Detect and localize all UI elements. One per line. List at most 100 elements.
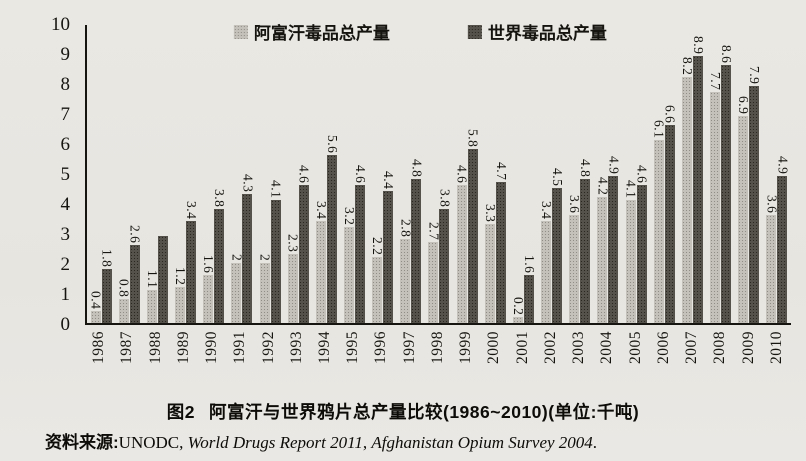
bar-afghanistan: 0.2 — [511, 297, 526, 323]
y-tick-label: 2 — [60, 254, 71, 275]
x-tick-cell: 1989 — [170, 331, 198, 377]
bar-world: 4.5 — [550, 168, 565, 323]
bar-value-label: 4.8 — [578, 158, 594, 177]
y-tick-label: 9 — [60, 44, 71, 65]
figure-number: 图2 — [166, 402, 195, 422]
bar-world — [157, 236, 168, 323]
bar-value-label: 4.4 — [381, 170, 397, 189]
x-tick-cell: 1986 — [85, 331, 113, 377]
bar-world: 4.1 — [269, 180, 284, 323]
source-title-1: World Drugs Report 2011 — [187, 433, 363, 452]
source-prefix: 资料来源: — [45, 433, 119, 452]
bar-value-label: 1.8 — [99, 248, 115, 267]
x-tick-cell: 1988 — [141, 331, 169, 377]
bar-value-label: 4.7 — [493, 161, 509, 180]
bar-world: 4.6 — [353, 165, 368, 323]
year-group: 2 4.3 — [228, 25, 256, 323]
bar-value-label: 3.6 — [764, 194, 780, 213]
bar-value-label: 4.8 — [409, 158, 425, 177]
bar-world: 8.6 — [719, 45, 734, 323]
bar-afghanistan: 3.4 — [539, 201, 554, 323]
y-tick-label: 6 — [60, 134, 71, 155]
bar-world: 4.4 — [381, 171, 396, 323]
bar-value-label: 3.4 — [313, 200, 329, 219]
x-tick-cell: 1995 — [339, 331, 367, 377]
y-tick-label: 10 — [51, 14, 70, 35]
year-group: 2.8 4.8 — [397, 25, 425, 323]
x-tick-label: 2002 — [541, 331, 559, 364]
x-tick-cell: 1994 — [311, 331, 339, 377]
x-tick-label: 2007 — [683, 331, 701, 364]
bar-value-label: 2.7 — [426, 221, 442, 240]
x-tick-label: 1995 — [344, 331, 362, 364]
bar-value-label: 1.1 — [144, 269, 160, 288]
bar-value-label: 2.6 — [127, 224, 143, 243]
figure-caption: 图2 阿富汗与世界鸦片总产量比较(1986~2010)(单位:千吨) — [0, 399, 806, 424]
bar-value-label: 3.6 — [567, 194, 583, 213]
bar-value-label: 4.9 — [606, 155, 622, 174]
x-tick-cell: 1999 — [452, 331, 480, 377]
y-tick-label: 4 — [60, 194, 71, 215]
x-tick-label: 2008 — [711, 331, 729, 364]
legend-label-world: 世界毒品总产量 — [487, 24, 607, 43]
bar-value-label: 8.2 — [679, 56, 695, 75]
y-tick-label: 5 — [60, 164, 71, 185]
bar-value-label: 4.9 — [775, 155, 791, 174]
year-group: 2.7 3.8 — [425, 25, 453, 323]
bar-afghanistan: 0.4 — [89, 291, 104, 323]
x-tick-label: 2001 — [513, 331, 531, 364]
source-separator: , — [362, 433, 372, 452]
legend-item-afghanistan: 阿富汗毒品总产量 — [233, 19, 390, 44]
bar-afghanistan: 3.4 — [314, 201, 329, 323]
y-tick-label: 1 — [60, 284, 71, 305]
year-group: 0.8 2.6 — [115, 25, 143, 323]
x-tick-cell: 2005 — [621, 331, 649, 377]
bar-value-label: 4.6 — [634, 164, 650, 183]
x-tick-label: 2006 — [654, 331, 672, 364]
bar-world: 3.8 — [437, 189, 452, 323]
bar-groups: 0.4 1.8 0.8 2.6 1.1 1.2 3.4 1.6 3.8 2 4.3 2 4.1 2.3 4.… — [87, 25, 791, 323]
bar-value-label: 4.6 — [454, 164, 470, 183]
x-axis-labels: 1986 1987 1988 1989 1990 1991 1992 1993 1994 1995… — [85, 331, 791, 377]
bar-value-label: 4.1 — [268, 179, 284, 198]
x-tick-cell: 2009 — [734, 331, 762, 377]
bar-afghanistan: 6.1 — [652, 120, 667, 323]
bar-afghanistan: 4.2 — [595, 177, 610, 323]
source-org: UNODC, — [118, 433, 188, 452]
x-tick-label: 1998 — [428, 331, 446, 364]
x-tick-label: 1994 — [315, 331, 333, 364]
year-group: 1.2 3.4 — [171, 25, 199, 323]
x-tick-cell: 2010 — [763, 331, 791, 377]
bar-world: 4.3 — [240, 174, 255, 323]
x-tick-cell: 2008 — [706, 331, 734, 377]
x-tick-label: 1990 — [203, 331, 221, 364]
x-tick-cell: 1987 — [113, 331, 141, 377]
bar-afghanistan: 2.3 — [286, 234, 301, 323]
legend-item-world: 世界毒品总产量 — [467, 19, 607, 44]
bar-value-label: 2 — [257, 253, 273, 261]
year-group: 6.1 6.6 — [650, 25, 678, 323]
bar-afghanistan: 4.6 — [455, 165, 470, 323]
bar-world: 5.8 — [466, 129, 481, 323]
bar-afghanistan: 1.6 — [201, 255, 216, 323]
bar-afghanistan: 3.6 — [567, 195, 582, 323]
bar-world: 1.6 — [522, 255, 537, 323]
x-tick-label: 2004 — [598, 331, 616, 364]
bar-value-label: 1.6 — [521, 254, 537, 273]
x-tick-label: 1988 — [146, 331, 164, 364]
bar-value-label: 5.6 — [324, 134, 340, 153]
bar-value-label: 5.8 — [465, 128, 481, 147]
opium-production-bar-chart: 0 1 2 3 4 5 6 7 8 9 10 阿富汗毒品总产量 世界毒品总产量 0.4 1.8 0.8 2… — [51, 14, 791, 377]
bar-value-label: 4.1 — [623, 179, 639, 198]
x-tick-label: 1993 — [287, 331, 305, 364]
x-tick-cell: 1992 — [254, 331, 282, 377]
bar-world: 4.8 — [578, 159, 593, 323]
x-tick-label: 2000 — [485, 331, 503, 364]
year-group: 3.4 4.5 — [538, 25, 566, 323]
bar-value-label: 4.3 — [240, 173, 256, 192]
year-group: 7.7 8.6 — [706, 25, 734, 323]
x-tick-label: 2010 — [767, 331, 785, 364]
x-tick-label: 1997 — [400, 331, 418, 364]
x-tick-label: 1987 — [118, 331, 136, 364]
